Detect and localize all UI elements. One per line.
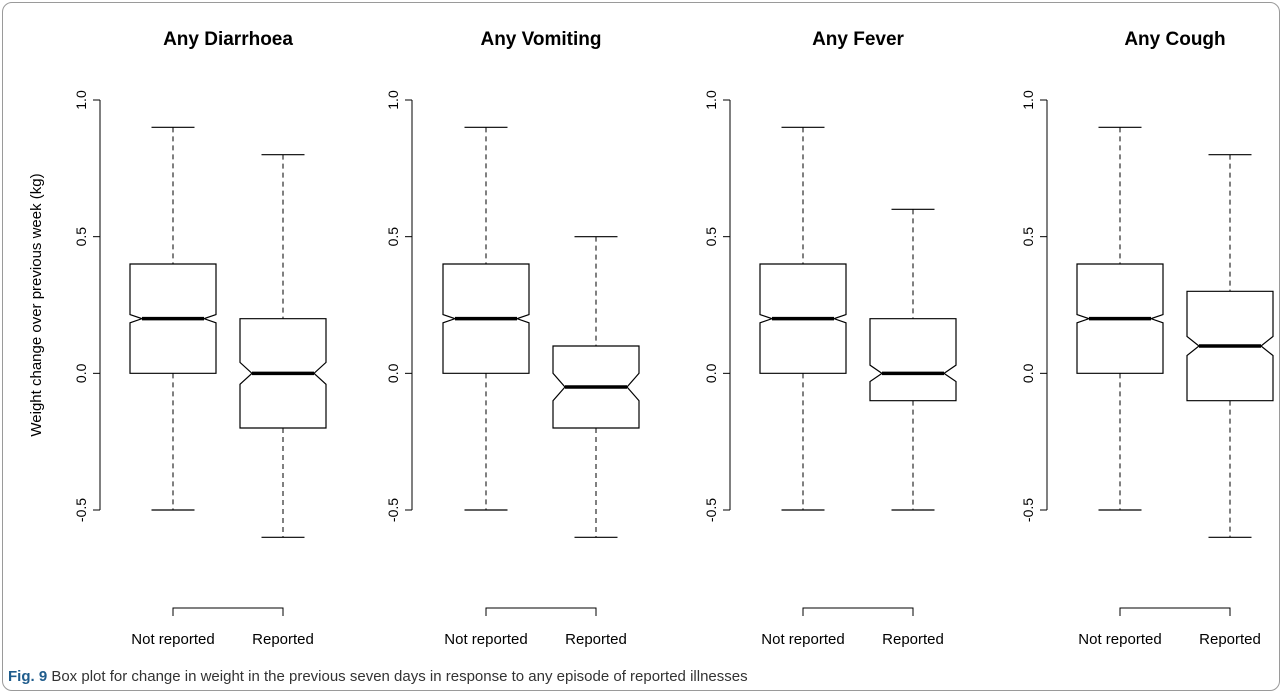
panel-title-3: Any Cough <box>1124 29 1225 50</box>
category-label-2-1: Reported <box>882 631 944 648</box>
y-tick-label-2-2: 0.5 <box>703 227 719 247</box>
figure-label: Fig. 9 <box>8 668 48 685</box>
y-tick-label-1-2: 0.5 <box>385 227 401 247</box>
x-axis-bracket-0 <box>172 607 284 616</box>
x-axis-bracket-1 <box>485 607 597 616</box>
category-label-0-0: Not reported <box>131 631 214 648</box>
y-tick-label-3-0: -0.5 <box>1020 498 1036 522</box>
category-label-1-0: Not reported <box>444 631 527 648</box>
panel-title-2: Any Fever <box>812 29 904 50</box>
y-tick-label-2-3: 1.0 <box>703 90 719 110</box>
x-axis-bracket-2 <box>802 607 914 616</box>
y-tick-label-1-0: -0.5 <box>385 498 401 522</box>
y-tick-label-2-1: 0.0 <box>703 363 719 383</box>
y-tick-label-0-2: 0.5 <box>73 227 89 247</box>
box-2-1 <box>869 318 957 402</box>
y-tick-label-3-1: 0.0 <box>1020 363 1036 383</box>
panel-title-0: Any Diarrhoea <box>163 29 293 50</box>
y-tick-label-3-3: 1.0 <box>1020 90 1036 110</box>
y-tick-label-0-0: -0.5 <box>73 498 89 522</box>
category-label-0-1: Reported <box>252 631 314 648</box>
category-label-3-1: Reported <box>1199 631 1261 648</box>
y-tick-label-2-0: -0.5 <box>703 498 719 522</box>
y-tick-label-3-2: 0.5 <box>1020 227 1036 247</box>
y-tick-label-0-1: 0.0 <box>73 363 89 383</box>
category-label-2-0: Not reported <box>761 631 844 648</box>
y-tick-label-1-1: 0.0 <box>385 363 401 383</box>
category-label-3-0: Not reported <box>1078 631 1161 648</box>
panel-title-1: Any Vomiting <box>480 29 601 50</box>
y-tick-label-0-3: 1.0 <box>73 90 89 110</box>
figure-caption: Fig. 9 Box plot for change in weight in … <box>8 668 1268 685</box>
x-axis-bracket-3 <box>1119 607 1231 616</box>
y-axis-label: Weight change over previous week (kg) <box>28 173 45 436</box>
box-plot-chart: Weight change over previous week (kg) Any… <box>28 29 1274 648</box>
caption-text: Box plot for change in weight in the pre… <box>47 668 748 685</box>
category-label-1-1: Reported <box>565 631 627 648</box>
y-tick-label-1-3: 1.0 <box>385 90 401 110</box>
